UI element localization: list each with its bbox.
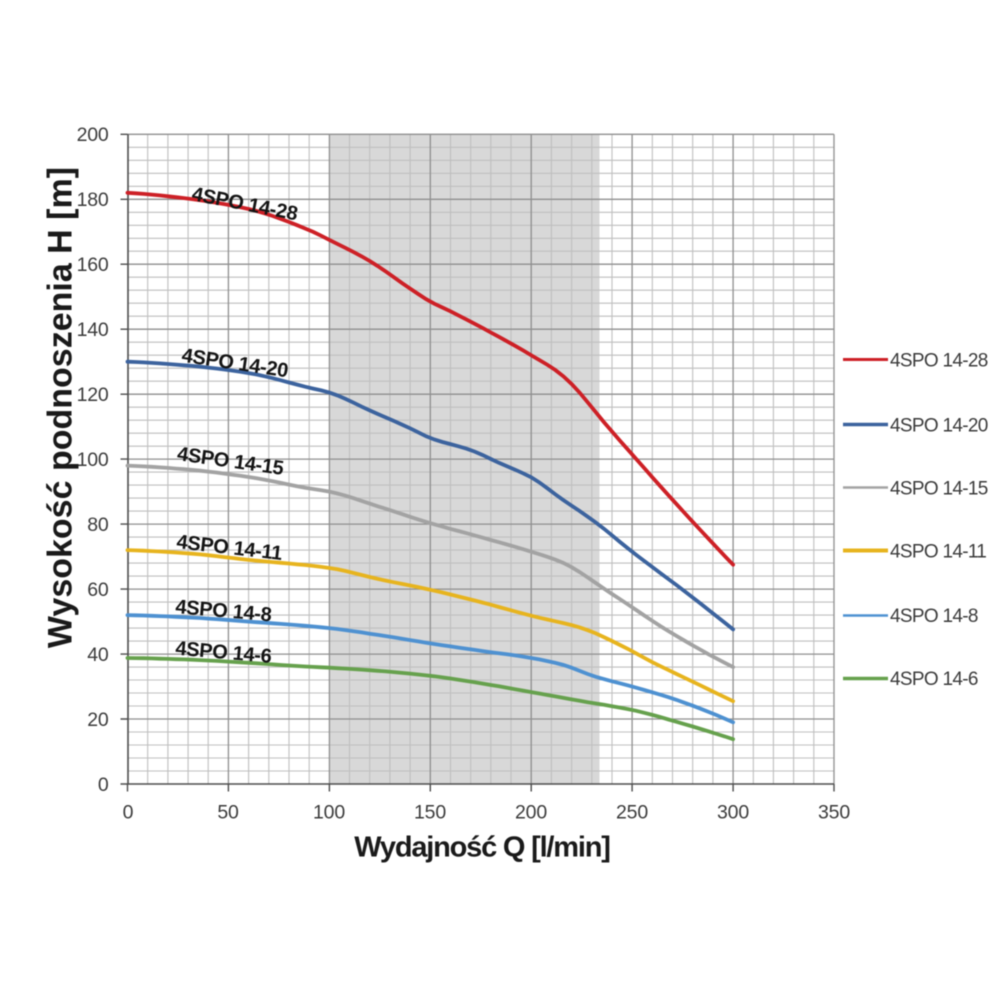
svg-text:40: 40	[87, 644, 109, 666]
svg-text:250: 250	[616, 802, 648, 824]
svg-text:4SPO 14-6: 4SPO 14-6	[890, 669, 978, 690]
svg-text:120: 120	[77, 384, 109, 406]
svg-text:100: 100	[77, 449, 109, 471]
svg-text:4SPO 14-11: 4SPO 14-11	[890, 541, 986, 562]
svg-text:4SPO 14-28: 4SPO 14-28	[890, 351, 988, 372]
svg-text:100: 100	[313, 802, 345, 824]
svg-text:60: 60	[87, 579, 109, 601]
svg-text:0: 0	[98, 774, 109, 796]
svg-text:Wysokość podnoszenia H [m]: Wysokość podnoszenia H [m]	[42, 167, 80, 648]
svg-text:4SPO 14-15: 4SPO 14-15	[890, 478, 988, 499]
svg-text:80: 80	[87, 514, 109, 536]
svg-text:160: 160	[77, 254, 109, 276]
svg-text:4SPO 14-8: 4SPO 14-8	[890, 606, 978, 627]
svg-text:200: 200	[515, 802, 547, 824]
svg-text:180: 180	[77, 189, 109, 211]
svg-text:50: 50	[217, 802, 239, 824]
svg-text:20: 20	[87, 709, 109, 731]
svg-text:Wydajność Q [l/min]: Wydajność Q [l/min]	[354, 832, 610, 864]
svg-text:150: 150	[414, 802, 446, 824]
svg-text:350: 350	[818, 802, 850, 824]
svg-text:300: 300	[717, 802, 749, 824]
svg-text:4SPO 14-20: 4SPO 14-20	[890, 415, 988, 436]
svg-text:140: 140	[77, 319, 109, 341]
svg-text:0: 0	[123, 802, 134, 824]
svg-text:200: 200	[77, 124, 109, 146]
